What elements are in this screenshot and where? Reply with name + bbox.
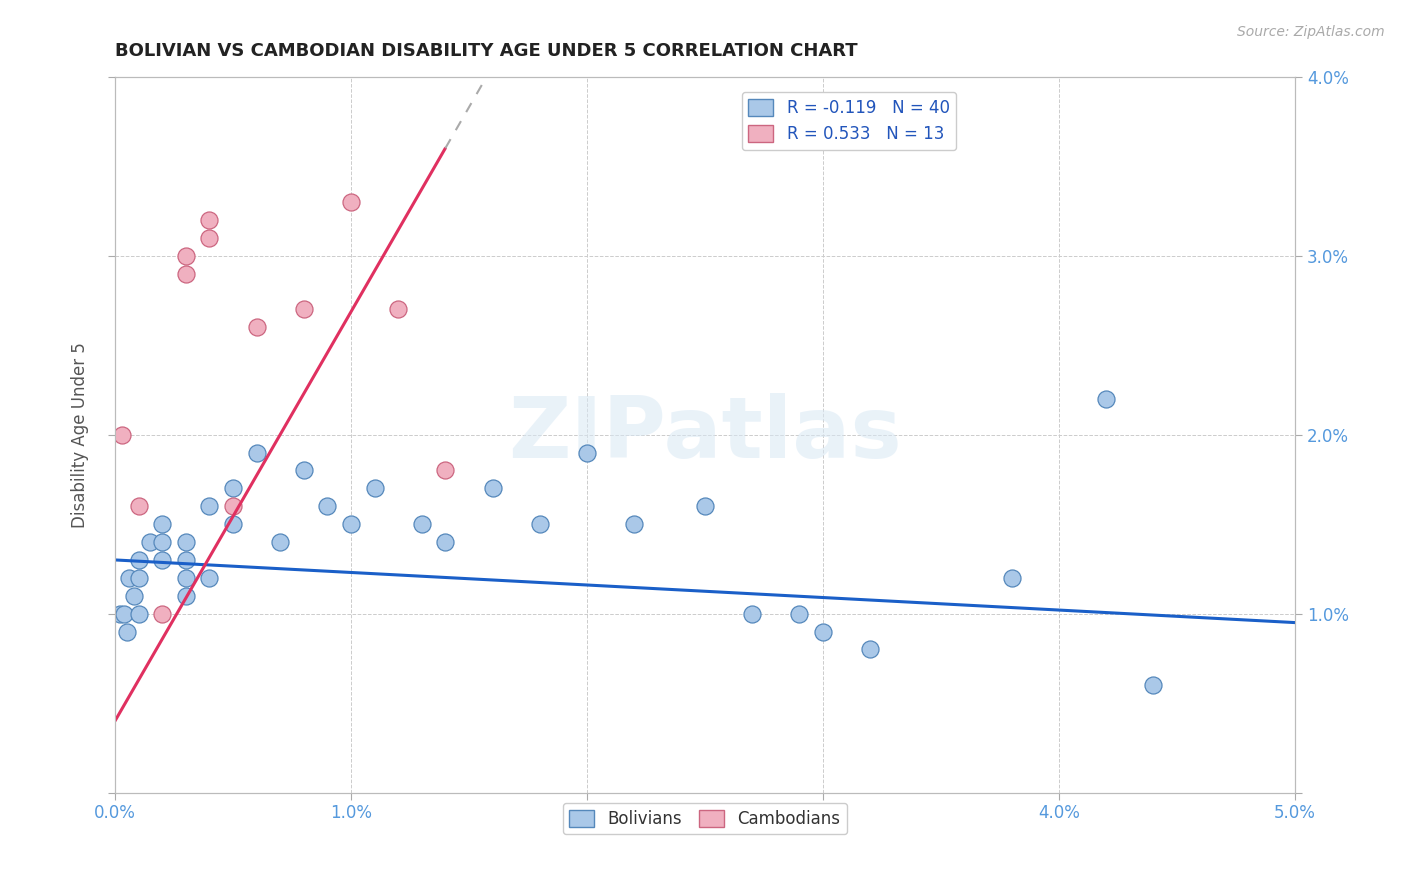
Point bbox=[222, 500, 245, 514]
Point bbox=[481, 481, 503, 495]
Point bbox=[139, 535, 162, 549]
Point bbox=[292, 463, 315, 477]
Point bbox=[198, 571, 221, 585]
Point bbox=[198, 212, 221, 227]
Point bbox=[434, 463, 457, 477]
Point bbox=[174, 535, 197, 549]
Point bbox=[150, 517, 173, 532]
Point bbox=[269, 535, 291, 549]
Point bbox=[1001, 571, 1024, 585]
Point bbox=[529, 517, 551, 532]
Text: Source: ZipAtlas.com: Source: ZipAtlas.com bbox=[1237, 25, 1385, 39]
Point bbox=[174, 249, 197, 263]
Point bbox=[316, 500, 339, 514]
Legend: Bolivians, Cambodians: Bolivians, Cambodians bbox=[562, 803, 848, 834]
Point bbox=[118, 571, 141, 585]
Point bbox=[575, 445, 598, 459]
Point bbox=[387, 302, 409, 317]
Point bbox=[111, 427, 134, 442]
Point bbox=[340, 194, 363, 209]
Point bbox=[174, 267, 197, 281]
Point bbox=[693, 500, 716, 514]
Point bbox=[128, 607, 150, 621]
Point bbox=[198, 500, 221, 514]
Point bbox=[150, 607, 173, 621]
Text: ZIPatlas: ZIPatlas bbox=[508, 393, 901, 476]
Point bbox=[128, 500, 150, 514]
Point bbox=[150, 535, 173, 549]
Point bbox=[292, 302, 315, 317]
Point bbox=[811, 624, 834, 639]
Point bbox=[363, 481, 385, 495]
Point bbox=[1095, 392, 1118, 406]
Point bbox=[174, 553, 197, 567]
Point bbox=[128, 571, 150, 585]
Y-axis label: Disability Age Under 5: Disability Age Under 5 bbox=[72, 342, 89, 527]
Point bbox=[174, 589, 197, 603]
Point bbox=[222, 481, 245, 495]
Point bbox=[411, 517, 433, 532]
Point bbox=[789, 607, 811, 621]
Point bbox=[128, 553, 150, 567]
Point bbox=[198, 230, 221, 244]
Point bbox=[245, 320, 267, 334]
Point bbox=[1142, 678, 1164, 692]
Point bbox=[112, 607, 135, 621]
Point bbox=[245, 445, 267, 459]
Point bbox=[122, 589, 145, 603]
Point bbox=[623, 517, 645, 532]
Point bbox=[222, 517, 245, 532]
Point bbox=[174, 571, 197, 585]
Point bbox=[115, 624, 138, 639]
Point bbox=[150, 553, 173, 567]
Point bbox=[108, 607, 131, 621]
Point bbox=[741, 607, 763, 621]
Point bbox=[434, 535, 457, 549]
Text: BOLIVIAN VS CAMBODIAN DISABILITY AGE UNDER 5 CORRELATION CHART: BOLIVIAN VS CAMBODIAN DISABILITY AGE UND… bbox=[115, 42, 858, 60]
Point bbox=[859, 642, 882, 657]
Point bbox=[340, 517, 363, 532]
